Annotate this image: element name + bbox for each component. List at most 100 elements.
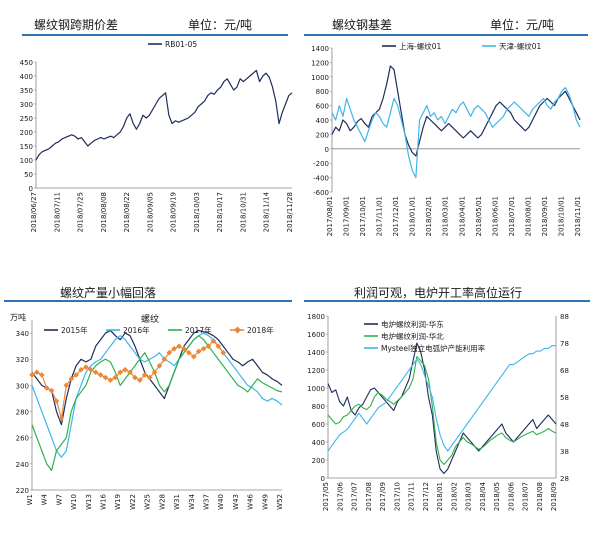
series-point xyxy=(73,372,79,378)
x-tick-label: 2017/12 xyxy=(422,482,430,511)
x-tick-label: 2018/07/01 xyxy=(508,196,516,236)
series-point xyxy=(97,372,104,378)
series-point xyxy=(117,369,124,376)
legend-label: Mysteel独立电弧炉产能利用率 xyxy=(381,343,486,353)
panel-title: 利润可观，电炉开工率高位运行 xyxy=(354,286,523,300)
y2-tick-label: 58 xyxy=(560,394,569,402)
chart-output: 220 240 260 280 300 320 340 W1 W4 W7 W10 W13 W16 W19 W… xyxy=(10,312,284,510)
panel-basis: 螺纹钢基差 单位：元/吨 -600 -400 -200 0 200 400 600 800 10… xyxy=(298,0,597,265)
x-tick-label: W31 xyxy=(173,494,181,510)
title-underline xyxy=(304,300,590,302)
x-tick-label: 2018/04/01 xyxy=(458,196,466,236)
y-tick-label: 300 xyxy=(16,382,29,390)
y-tick-label: -400 xyxy=(313,175,329,183)
series-line xyxy=(31,335,283,471)
x-tick-label: W19 xyxy=(114,494,122,510)
x-tick-label: 2018/03/01 xyxy=(442,196,450,236)
y-tick-label: 1400 xyxy=(307,349,325,357)
x-tick-label: W22 xyxy=(129,494,137,510)
y-tick-label: 0 xyxy=(321,475,325,483)
y-tick-label: 350 xyxy=(20,87,33,95)
x-tick-label: 2018/04 xyxy=(479,481,487,511)
x-tick-label: 2018/07/25 xyxy=(77,192,85,232)
series-line xyxy=(31,332,283,458)
series-point xyxy=(127,369,133,376)
y-tick-label: 280 xyxy=(16,409,29,417)
y-tick-label: 0 xyxy=(29,185,33,193)
series-line xyxy=(327,355,557,466)
series-point xyxy=(63,382,70,389)
y-tick-label: 600 xyxy=(316,103,329,111)
y-tick-label: 1200 xyxy=(307,367,325,375)
title-underline xyxy=(4,300,292,302)
y-tick-label: 800 xyxy=(312,403,325,411)
series-point xyxy=(195,348,202,355)
y-tick-label: 800 xyxy=(316,88,329,96)
x-tick-label: W52 xyxy=(276,494,284,510)
x-tick-label: W13 xyxy=(85,494,93,510)
legend-label: 2018年 xyxy=(247,325,274,335)
series-point xyxy=(122,366,128,373)
legend-label: 电炉螺纹利润-华东 xyxy=(381,319,444,329)
legend-marker xyxy=(233,326,242,334)
title-underline xyxy=(22,34,288,36)
x-tick-label: 2018/08/01 xyxy=(524,196,532,236)
x-tick-label: 2018/11/14 xyxy=(263,191,271,232)
y-tick-label: 260 xyxy=(16,435,29,443)
y-tick-label: 240 xyxy=(16,461,29,469)
series-point xyxy=(83,364,89,370)
x-tick-label: W1 xyxy=(26,494,34,505)
legend-label: RB01-05 xyxy=(165,40,197,49)
series-line xyxy=(31,340,224,419)
chart-subtitle: 螺纹 xyxy=(141,313,159,325)
y2-tick-label: 28 xyxy=(560,475,569,483)
chart-spread: 0 50 100 150 200 250 300 350 400 450 2018/06/27 201… xyxy=(20,40,294,232)
y-tick-label: -200 xyxy=(313,160,329,168)
y-tick-label: -600 xyxy=(313,189,329,197)
panel-title: 螺纹钢基差 xyxy=(332,18,393,32)
series-point xyxy=(107,377,114,383)
series-line xyxy=(327,345,556,452)
panel-unit: 单位：元/吨 xyxy=(188,18,253,32)
series-point xyxy=(186,349,192,356)
chart-basis: -600 -400 -200 0 200 400 600 800 1000 1200 1400 201… xyxy=(311,41,582,236)
x-tick-label: 2018/10/03 xyxy=(193,192,201,232)
series-line xyxy=(35,69,293,161)
x-tick-label: 2018/01/01 xyxy=(409,196,417,236)
x-tick-label: W43 xyxy=(232,494,240,510)
y-axis-unit: 万吨 xyxy=(10,312,26,322)
y-tick-label: 150 xyxy=(20,143,33,151)
x-tick-label: 2018/05/01 xyxy=(475,196,483,236)
x-tick-label: 2018/10/01 xyxy=(557,196,565,236)
x-tick-label: 2017/10 xyxy=(393,482,401,511)
legend-label: 2017年 xyxy=(185,325,212,335)
panel-unit: 单位：元/吨 xyxy=(490,18,555,32)
x-tick-label: W49 xyxy=(261,494,269,510)
x-tick-label: 2017/10/01 xyxy=(359,196,367,236)
series-point xyxy=(166,349,173,356)
series-point xyxy=(141,372,148,378)
y2-tick-label: 38 xyxy=(560,448,569,456)
x-tick-label: 2018/06/27 xyxy=(30,192,38,232)
series-point xyxy=(58,415,65,421)
x-tick-label: 2017/08/01 xyxy=(326,196,334,236)
series-point xyxy=(29,372,35,378)
y-tick-label: 600 xyxy=(312,421,325,429)
x-tick-label: W16 xyxy=(100,493,108,509)
y-tick-label: 300 xyxy=(20,101,33,109)
x-tick-label: W28 xyxy=(158,494,166,510)
y-tick-label: 220 xyxy=(16,487,29,495)
x-tick-label: 2018/01 xyxy=(436,482,444,511)
x-tick-label: 2018/06/01 xyxy=(491,196,499,236)
legend-label: 2015年 xyxy=(61,325,88,335)
chart-eaf: 0 200 400 600 800 1000 1200 1400 1600 1800 28 38 48 5… xyxy=(307,313,569,511)
title-underline xyxy=(304,34,588,36)
x-tick-label: 2018/10/17 xyxy=(216,192,224,232)
y-tick-label: 200 xyxy=(20,129,33,137)
x-tick-label: 2017/09 xyxy=(379,482,387,511)
series-point xyxy=(78,366,84,373)
series-point xyxy=(43,385,50,391)
x-tick-label: 2017/09/01 xyxy=(343,196,351,236)
y-tick-label: 1400 xyxy=(311,45,329,53)
x-tick-label: 2017/08 xyxy=(365,482,373,511)
